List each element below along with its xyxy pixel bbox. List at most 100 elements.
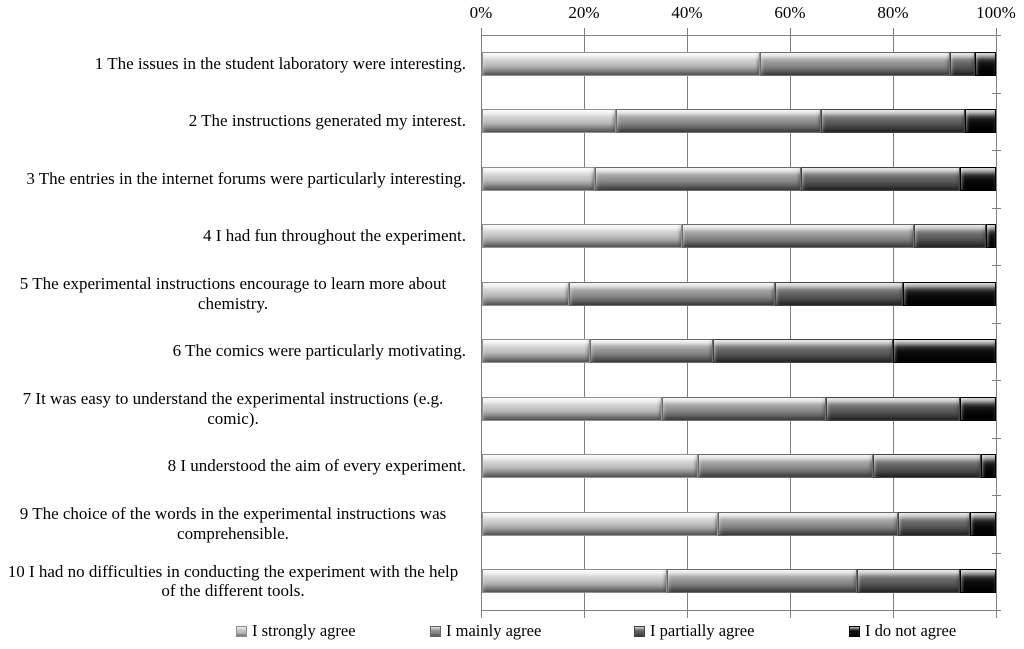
category-label: 9 The choice of the words in the experim…	[0, 495, 468, 553]
bar-segment-i-partially-agree	[826, 397, 960, 421]
category-label-text: 10 I had no difficulties in conducting t…	[7, 561, 459, 601]
bar-segment-i-strongly-agree	[482, 52, 760, 76]
bar-segment-i-strongly-agree	[482, 512, 719, 536]
x-axis-tick	[687, 610, 688, 618]
category-boundary-tick	[992, 150, 1001, 151]
category-label: 5 The experimental instructions encourag…	[0, 265, 468, 323]
bar-segment-i-do-not-agree	[903, 282, 996, 306]
legend-swatch-mainly-agree	[430, 625, 441, 637]
x-axis-tick	[790, 28, 791, 45]
category-label-text: 6 The comics were particularly motivatin…	[172, 341, 466, 361]
category-label: 1 The issues in the student laboratory w…	[0, 35, 468, 93]
legend-swatch-partially-agree	[634, 625, 645, 637]
bar-segment-i-partially-agree	[774, 282, 904, 306]
category-label: 6 The comics were particularly motivatin…	[0, 323, 468, 381]
category-label-text: 8 I understood the aim of every experime…	[167, 456, 466, 476]
bar-segment-i-strongly-agree	[482, 339, 590, 363]
bar-segment-i-do-not-agree	[893, 339, 996, 363]
category-boundary-tick	[992, 35, 1001, 36]
bar-segment-i-strongly-agree	[482, 397, 662, 421]
bar-row	[482, 569, 996, 593]
plot-bottom-border	[481, 610, 997, 611]
category-boundary-tick	[992, 380, 1001, 381]
x-axis-tick	[996, 28, 997, 45]
category-label-text: 2 The instructions generated my interest…	[188, 111, 466, 131]
legend-item-do-not-agree: I do not agree	[849, 619, 956, 643]
bar-segment-i-partially-agree	[713, 339, 894, 363]
gridline-vertical	[790, 35, 791, 610]
bar-segment-i-do-not-agree	[975, 52, 996, 76]
bar-segment-i-do-not-agree	[965, 109, 996, 133]
bar-segment-i-do-not-agree	[960, 569, 996, 593]
bar-segment-i-do-not-agree	[970, 512, 996, 536]
gridline-vertical	[584, 35, 585, 610]
category-boundary-tick	[992, 495, 1001, 496]
category-boundary-tick	[992, 265, 1001, 266]
bar-segment-i-partially-agree	[898, 512, 971, 536]
legend-item-partially-agree: I partially agree	[634, 619, 754, 643]
category-label: 3 The entries in the internet forums wer…	[0, 150, 468, 208]
category-label: 4 I had fun throughout the experiment.	[0, 208, 468, 266]
legend-item-mainly-agree: I mainly agree	[430, 619, 541, 643]
bar-segment-i-partially-agree	[800, 167, 960, 191]
legend-swatch-do-not-agree	[849, 625, 860, 637]
gridline-vertical	[996, 35, 997, 610]
bar-row	[482, 512, 996, 536]
bar-segment-i-mainly-agree	[682, 224, 914, 248]
category-label-text: 7 It was easy to understand the experime…	[22, 389, 444, 428]
legend-label: I mainly agree	[446, 621, 542, 640]
bar-segment-i-mainly-agree	[569, 282, 775, 306]
x-axis-tick	[893, 28, 894, 45]
bar-segment-i-strongly-agree	[482, 167, 596, 191]
x-axis-line	[481, 35, 997, 36]
bar-segment-i-mainly-agree	[667, 569, 858, 593]
x-axis-tick-label: 40%	[671, 3, 703, 22]
bar-segment-i-strongly-agree	[482, 569, 668, 593]
x-axis-tick	[481, 28, 482, 45]
bar-segment-i-mainly-agree	[697, 454, 873, 478]
category-label-text: 9 The choice of the words in the experim…	[19, 504, 447, 543]
category-label-text: 5 The experimental instructions encourag…	[19, 274, 447, 313]
category-boundary-tick	[992, 610, 1001, 611]
category-label: 8 I understood the aim of every experime…	[0, 438, 468, 496]
bar-segment-i-partially-agree	[913, 224, 986, 248]
bar-row	[482, 397, 996, 421]
x-axis-tick	[481, 610, 482, 618]
legend-label: I strongly agree	[252, 621, 356, 640]
bar-segment-i-mainly-agree	[661, 397, 827, 421]
bar-row	[482, 454, 996, 478]
x-axis-tick	[687, 28, 688, 45]
bar-row	[482, 167, 996, 191]
bar-row	[482, 339, 996, 363]
x-axis-tick	[790, 610, 791, 618]
bar-row	[482, 224, 996, 248]
bar-segment-i-do-not-agree	[959, 397, 996, 421]
bar-segment-i-mainly-agree	[759, 52, 950, 76]
bar-segment-i-mainly-agree	[589, 339, 714, 363]
x-axis-tick-label: 20%	[568, 3, 600, 22]
x-axis-tick	[893, 610, 894, 618]
bar-segment-i-mainly-agree	[595, 167, 801, 191]
category-boundary-tick	[992, 553, 1001, 554]
category-boundary-tick	[992, 93, 1001, 94]
gridline-vertical	[481, 35, 482, 610]
x-axis-tick	[584, 610, 585, 618]
x-axis-tick	[584, 28, 585, 45]
bar-segment-i-partially-agree	[949, 52, 976, 76]
x-axis-tick-label: 60%	[774, 3, 806, 22]
bar-segment-i-strongly-agree	[482, 224, 683, 248]
category-label-text: 4 I had fun throughout the experiment.	[203, 226, 466, 246]
category-boundary-tick	[992, 208, 1001, 209]
category-label: 2 The instructions generated my interest…	[0, 93, 468, 151]
x-axis-tick-label: 0%	[469, 3, 493, 22]
bar-segment-i-partially-agree	[872, 454, 981, 478]
bar-segment-i-do-not-agree	[985, 224, 996, 248]
x-axis-tick-label: 100%	[976, 3, 1016, 22]
bar-segment-i-strongly-agree	[482, 109, 616, 133]
bar-segment-i-strongly-agree	[482, 454, 698, 478]
gridline-vertical	[893, 35, 894, 610]
bar-row	[482, 109, 996, 133]
legend-item-strongly-agree: I strongly agree	[236, 619, 356, 643]
bar-segment-i-strongly-agree	[482, 282, 570, 306]
bar-segment-i-mainly-agree	[718, 512, 899, 536]
